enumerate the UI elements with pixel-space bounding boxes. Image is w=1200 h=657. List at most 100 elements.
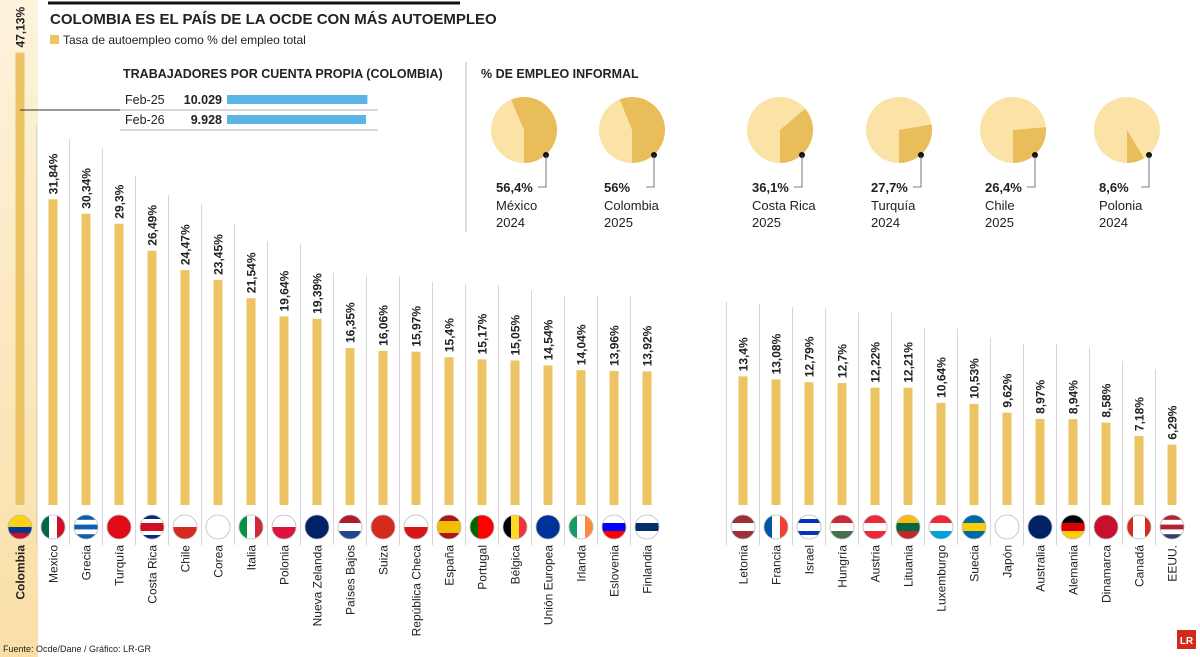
flag bbox=[1028, 515, 1052, 539]
value-label: 15,4% bbox=[443, 318, 457, 352]
pie-value-label: 26,4% bbox=[985, 180, 1022, 195]
flag-stripe bbox=[470, 515, 479, 539]
flag bbox=[929, 515, 953, 539]
flag-outline bbox=[172, 514, 198, 540]
hbar-value-label: 10.029 bbox=[184, 93, 222, 107]
bar bbox=[837, 383, 847, 505]
leader bbox=[538, 155, 547, 188]
flag-stripe bbox=[602, 531, 626, 539]
bar bbox=[246, 298, 256, 505]
bar bbox=[15, 52, 25, 505]
flag-stripe bbox=[239, 515, 248, 539]
flag-stripe bbox=[206, 515, 230, 539]
flag-stripe bbox=[74, 534, 98, 539]
leader bbox=[794, 155, 803, 188]
x-tick-label: Eslovenia bbox=[608, 545, 622, 597]
value-label: 6,29% bbox=[1166, 405, 1180, 439]
flag-stripe bbox=[478, 515, 487, 539]
value-label: 19,64% bbox=[278, 270, 292, 311]
pie-slice bbox=[1013, 127, 1046, 163]
flag-outline bbox=[106, 514, 132, 540]
pie-slice bbox=[511, 97, 558, 163]
x-tick-label: Suiza bbox=[377, 545, 391, 575]
flag-stripe bbox=[140, 535, 164, 539]
flag-stripe bbox=[49, 515, 58, 539]
flag-stripe bbox=[8, 515, 32, 522]
flag-outline bbox=[205, 514, 231, 540]
value-label: 9,62% bbox=[1001, 373, 1015, 407]
bar bbox=[1068, 419, 1078, 505]
flag-outline bbox=[862, 514, 888, 540]
bar bbox=[576, 370, 586, 505]
flag-outline bbox=[601, 514, 627, 540]
leader bbox=[646, 155, 655, 188]
x-tick-label: Nueva Zelanda bbox=[311, 545, 325, 627]
pie-value-label: 27,7% bbox=[871, 180, 908, 195]
pie-value-label: 36,1% bbox=[752, 180, 789, 195]
flag bbox=[107, 515, 131, 539]
flag-outline bbox=[535, 514, 561, 540]
bar bbox=[147, 250, 157, 505]
value-label: 8,97% bbox=[1034, 380, 1048, 414]
value-label: 12,22% bbox=[869, 342, 883, 383]
leader bbox=[1141, 155, 1150, 188]
x-tick-label: Colombia bbox=[14, 545, 28, 600]
bar bbox=[279, 316, 289, 505]
pie-year: 2024 bbox=[1099, 215, 1128, 230]
x-tick-label: Países Bajos bbox=[344, 545, 358, 615]
flag-stripe bbox=[962, 523, 986, 532]
x-tick-label: Lituania bbox=[902, 545, 916, 587]
logo-box bbox=[1177, 630, 1196, 649]
flag-stripe bbox=[772, 515, 781, 539]
flag-outline bbox=[994, 514, 1020, 540]
flag-stripe bbox=[863, 515, 887, 524]
flag-stripe bbox=[140, 523, 164, 528]
bar bbox=[48, 199, 58, 505]
pie-year: 2024 bbox=[496, 215, 525, 230]
x-tick-label: Grecia bbox=[80, 545, 94, 581]
x-tick-label: EEUU. bbox=[1166, 545, 1180, 582]
flag-stripe bbox=[1094, 515, 1118, 539]
flag-outline bbox=[403, 514, 429, 540]
x-tick-label: Turquía bbox=[113, 545, 127, 586]
flag bbox=[305, 515, 329, 539]
flag-stripe bbox=[107, 515, 131, 539]
flag bbox=[896, 515, 920, 539]
x-tick-label: Japón bbox=[1001, 545, 1015, 578]
pie-slice bbox=[619, 97, 665, 163]
bar bbox=[345, 348, 355, 505]
flag-stripe bbox=[74, 519, 98, 526]
flag-outline bbox=[40, 514, 66, 540]
flag-stripe bbox=[797, 531, 821, 536]
flag bbox=[140, 515, 164, 539]
hbar-title: TRABAJADORES POR CUENTA PROPIA (COLOMBIA… bbox=[123, 67, 443, 81]
flag-stripe bbox=[74, 529, 98, 535]
flag bbox=[569, 515, 593, 539]
flag bbox=[731, 515, 755, 539]
value-label: 14,04% bbox=[575, 324, 589, 365]
flag bbox=[173, 515, 197, 539]
bar bbox=[870, 387, 880, 505]
flag-stripe bbox=[635, 515, 659, 524]
x-tick-label: Bélgica bbox=[509, 545, 523, 585]
flag-stripe bbox=[1160, 515, 1184, 521]
bar bbox=[1035, 418, 1045, 505]
flag-stripe bbox=[511, 515, 520, 539]
flag-stripe bbox=[797, 519, 821, 524]
value-label: 15,97% bbox=[410, 306, 424, 347]
flag-stripe bbox=[929, 523, 953, 532]
bar bbox=[411, 351, 421, 505]
pie-value-label: 56,4% bbox=[496, 180, 533, 195]
value-label: 29,3% bbox=[113, 184, 127, 218]
flag-stripe bbox=[57, 515, 65, 539]
flag-outline bbox=[568, 514, 594, 540]
flag-stripe bbox=[503, 515, 512, 539]
bar bbox=[642, 371, 652, 505]
flag-outline bbox=[1126, 514, 1152, 540]
x-tick-label: República Checa bbox=[410, 545, 424, 637]
hbar-category: Feb-25 bbox=[125, 93, 165, 107]
flag-stripe bbox=[8, 527, 32, 534]
flag bbox=[797, 515, 821, 539]
value-label: 14,54% bbox=[542, 319, 556, 360]
